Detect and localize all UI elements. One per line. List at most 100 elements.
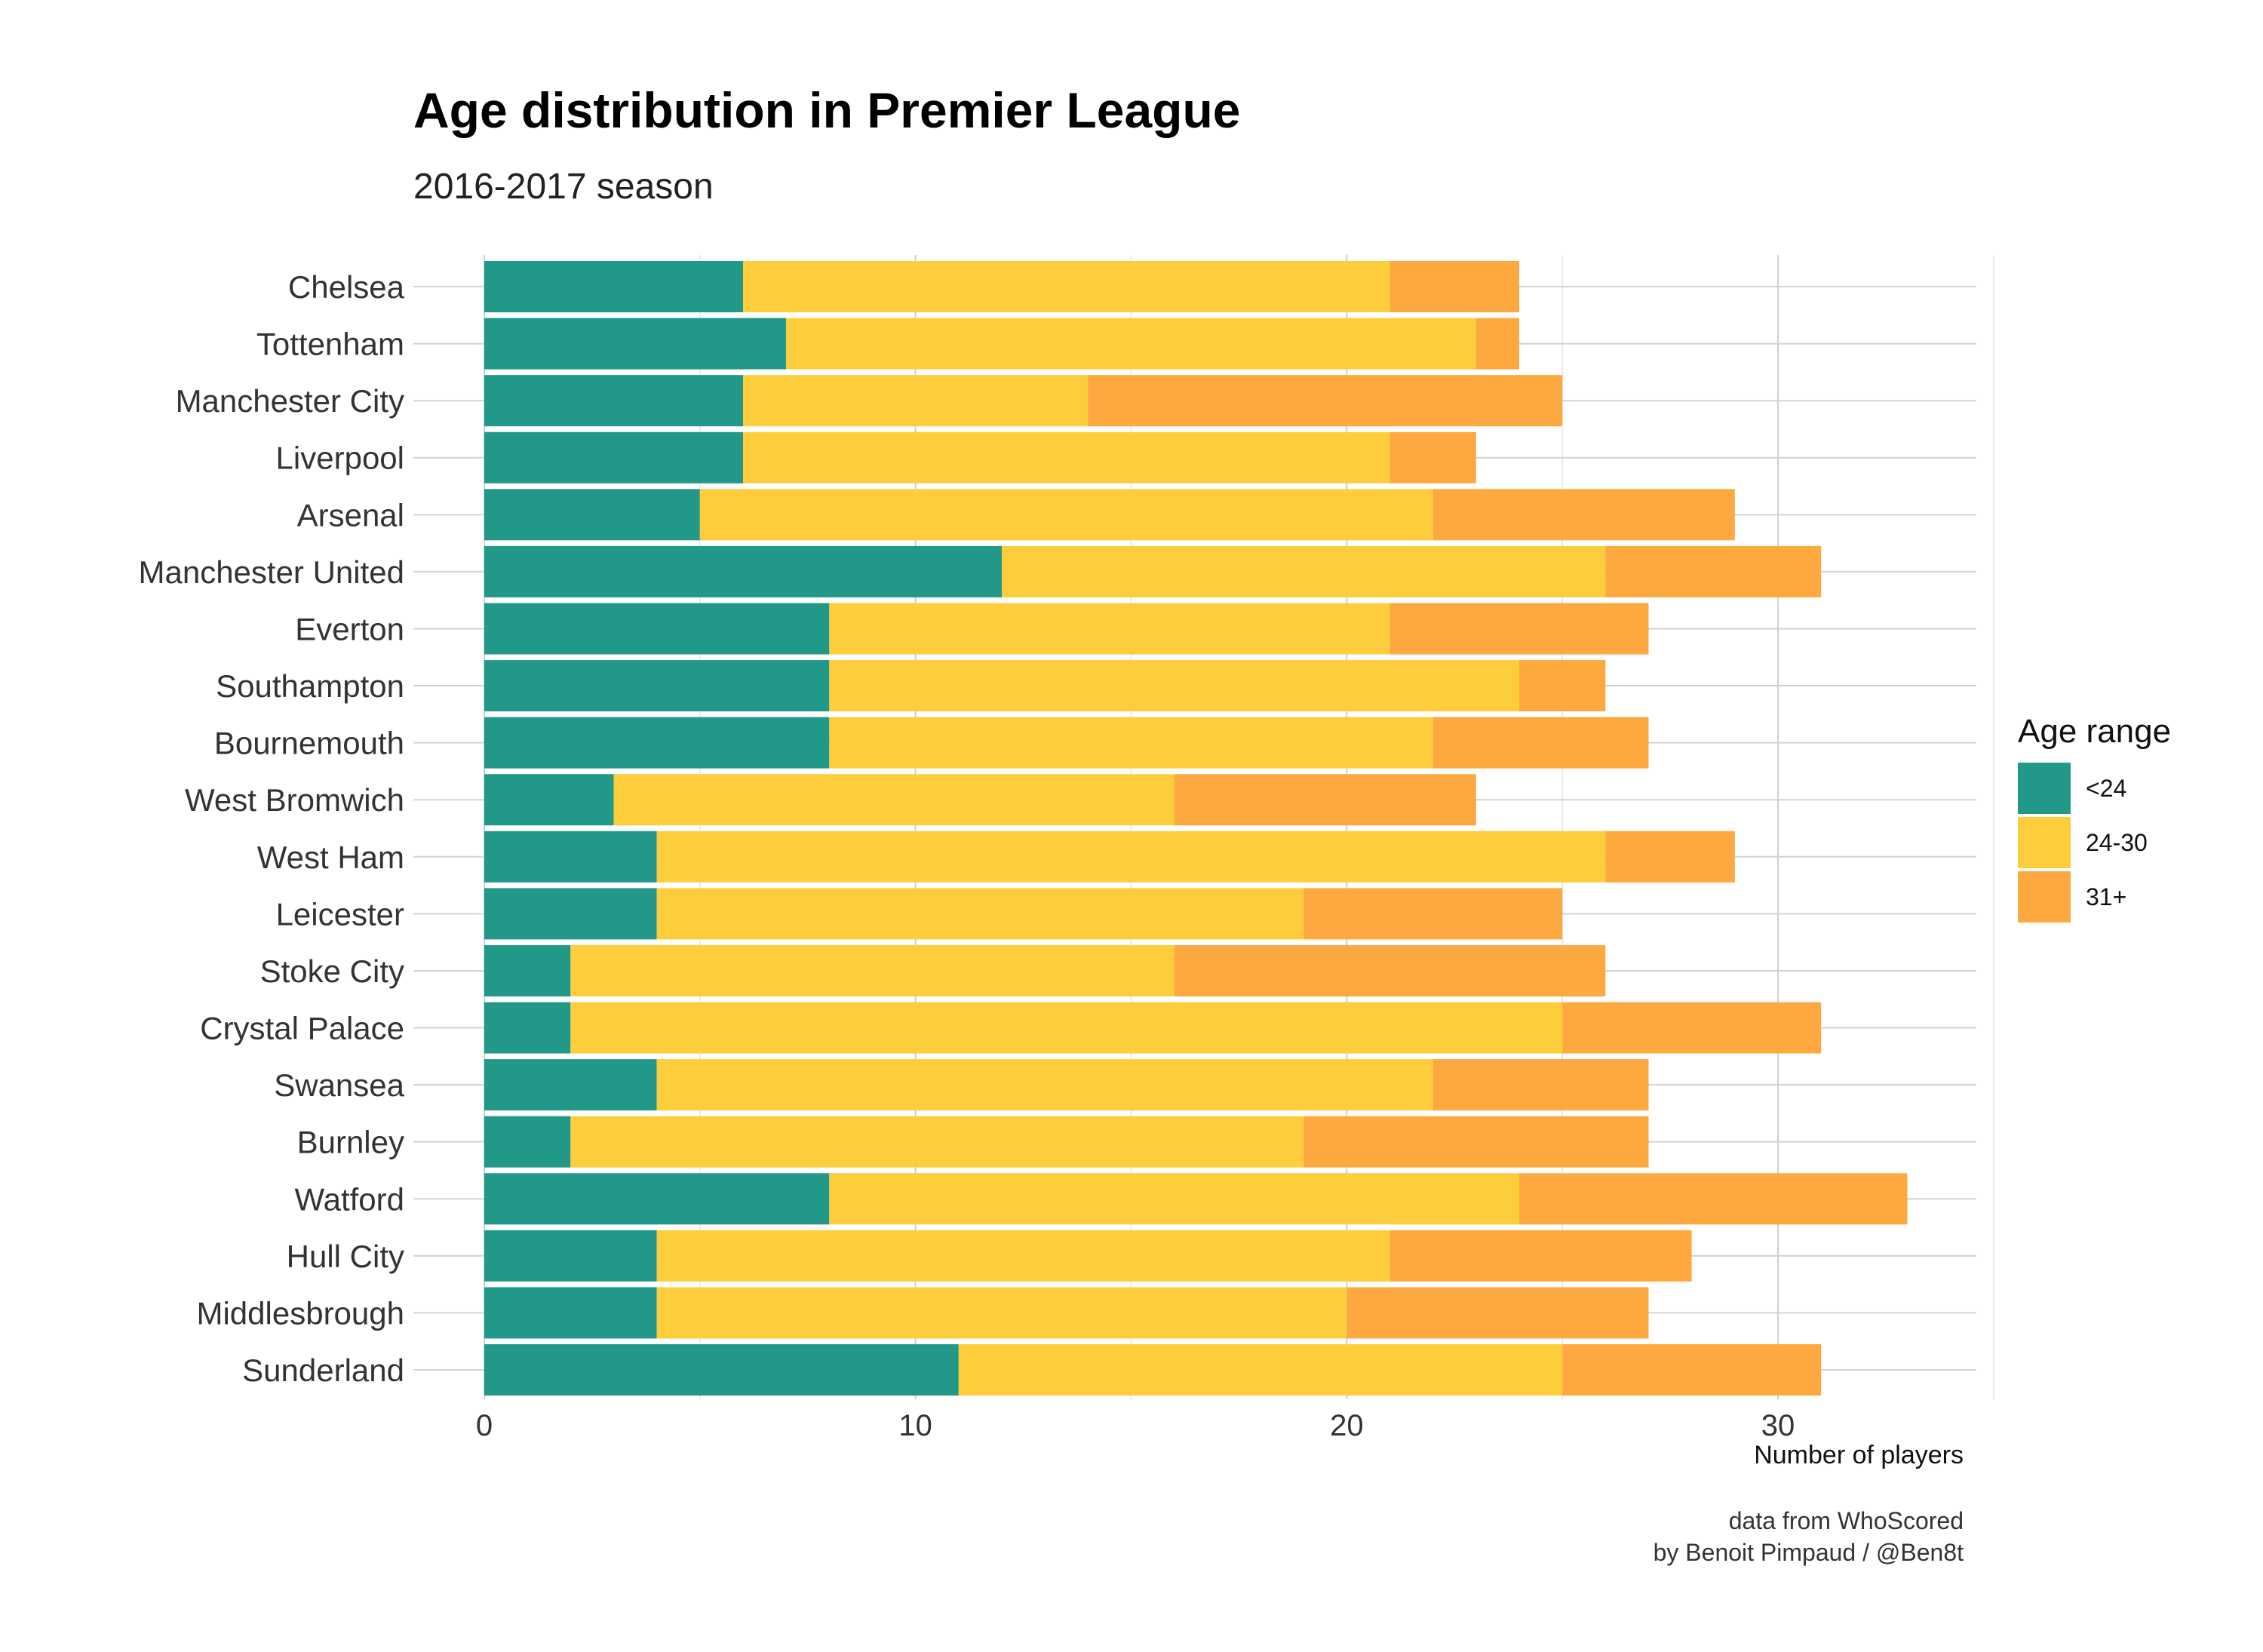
caption-source: data from WhoScored [1728, 1507, 1964, 1534]
bar-segment [656, 1287, 1347, 1339]
bar-segment [1346, 1287, 1649, 1339]
bar-segment [1088, 375, 1563, 427]
bar-segment [484, 489, 700, 541]
bar-segment [1562, 1002, 1822, 1054]
y-tick-label: West Bromwich [185, 782, 404, 818]
y-tick-label: Bournemouth [214, 726, 404, 761]
bar-segment [613, 774, 1174, 826]
bar-segment [656, 831, 1606, 883]
bar-segment [484, 831, 657, 883]
bar-segment [1303, 1116, 1649, 1168]
bar-segment [829, 660, 1519, 712]
x-tick-label: 0 [476, 1409, 493, 1442]
bar-segment [829, 603, 1390, 655]
legend: Age range <24 24-30 31+ [2018, 713, 2171, 924]
x-tick-label: 20 [1330, 1409, 1364, 1442]
bar-segment [484, 1059, 657, 1111]
bar-segment [484, 660, 830, 712]
legend-swatch-24-30 [2018, 817, 2071, 868]
x-tick-label: 30 [1761, 1409, 1795, 1442]
bar-segment [1519, 660, 1606, 712]
y-tick-label: Southampton [216, 668, 404, 704]
y-tick-label: Arsenal [297, 497, 404, 533]
bar-segment [484, 545, 1002, 597]
bars-group [484, 261, 1908, 1396]
bar-segment [484, 717, 830, 769]
legend-label-24-30: 24-30 [2086, 828, 2148, 856]
bar-segment [1389, 431, 1476, 484]
y-tick-labels: Chelsea Tottenham Manchester City Liverpool… [138, 269, 404, 1388]
bar-segment [484, 774, 614, 826]
bar-segment [1432, 717, 1649, 769]
bar-segment [1475, 318, 1519, 370]
bar-segment [484, 261, 743, 312]
bar-segment [484, 431, 743, 484]
bar-segment [1389, 1230, 1692, 1282]
bar-segment [656, 1230, 1390, 1282]
bar-segment [1002, 545, 1606, 597]
bar-segment [484, 1002, 571, 1054]
bar-segment [1519, 1173, 1908, 1225]
bar-segment [1432, 489, 1735, 541]
grid-lines [413, 255, 1994, 1399]
bar-segment [1432, 1059, 1649, 1111]
caption-author: by Benoit Pimpaud / @Ben8t [1653, 1539, 1964, 1566]
bar-segment [1605, 831, 1735, 883]
bar-segment [1605, 545, 1822, 597]
bar-segment [743, 375, 1089, 427]
x-tick-labels: 0 10 20 30 [476, 1409, 1795, 1442]
y-tick-label: Stoke City [260, 953, 404, 989]
y-tick-label: West Ham [257, 840, 404, 875]
bar-segment [570, 1116, 1304, 1168]
legend-swatch-u24 [2018, 763, 2071, 814]
bar-segment [1562, 1344, 1822, 1396]
y-tick-label: Middlesbrough [196, 1295, 404, 1331]
bar-segment [484, 888, 657, 940]
bar-segment [656, 888, 1304, 940]
y-tick-label: Chelsea [288, 269, 405, 305]
bar-segment [484, 1230, 657, 1282]
legend-item-24-30: 24-30 [2018, 815, 2171, 870]
y-tick-label: Leicester [276, 896, 404, 932]
y-tick-label: Swansea [274, 1067, 404, 1103]
bar-segment [958, 1344, 1563, 1396]
y-tick-label: Burnley [297, 1125, 404, 1160]
y-tick-label: Liverpool [276, 441, 404, 476]
bar-segment [743, 431, 1390, 484]
chart-subtitle: 2016-2017 season [413, 167, 714, 207]
bar-segment [1174, 774, 1476, 826]
bar-segment [484, 375, 743, 427]
bar-segment [699, 489, 1433, 541]
caption: data from WhoScored by Benoit Pimpaud / … [1653, 1505, 1964, 1568]
bar-segment [484, 318, 787, 370]
legend-swatch-31plus [2018, 871, 2071, 923]
bar-segment [1174, 944, 1606, 996]
bar-segment [1389, 261, 1519, 312]
legend-item-31plus: 31+ [2018, 870, 2171, 924]
bar-segment [570, 1002, 1563, 1054]
bar-segment [484, 1173, 830, 1225]
bar-segment [570, 944, 1174, 996]
chart-title: Age distribution in Premier League [413, 82, 1241, 138]
y-tick-label: Sunderland [242, 1353, 404, 1388]
y-tick-label: Watford [295, 1181, 404, 1217]
x-axis-label: Number of players [1754, 1441, 1964, 1469]
bar-segment [786, 318, 1476, 370]
y-tick-label: Manchester City [176, 383, 404, 419]
bar-segment [656, 1059, 1433, 1111]
y-tick-label: Crystal Palace [200, 1011, 404, 1046]
bar-segment [829, 1173, 1519, 1225]
legend-title: Age range [2018, 713, 2172, 750]
bar-segment [1389, 603, 1649, 655]
bar-segment [484, 1287, 657, 1339]
y-tick-label: Everton [295, 611, 404, 646]
bar-segment [1303, 888, 1563, 940]
y-tick-label: Hull City [287, 1239, 404, 1274]
y-tick-label: Manchester United [138, 554, 404, 590]
bar-segment [484, 603, 830, 655]
legend-label-31plus: 31+ [2086, 883, 2127, 910]
legend-label-u24: <24 [2086, 774, 2127, 802]
x-tick-label: 10 [898, 1409, 932, 1442]
bar-segment [484, 1116, 571, 1168]
